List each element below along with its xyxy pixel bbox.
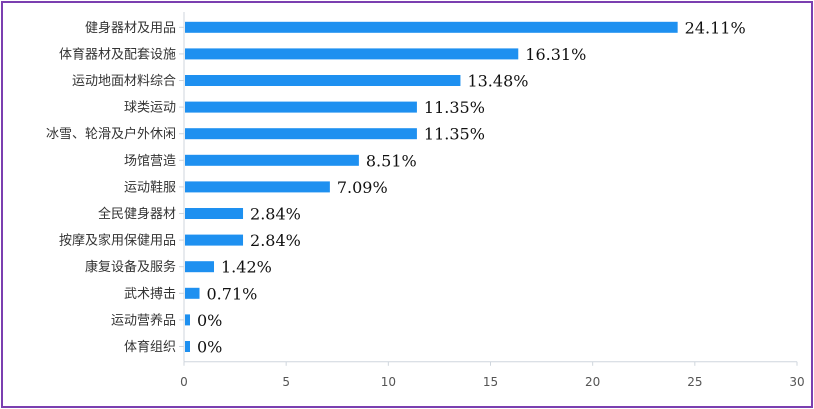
x-tick-label: 20 [585,375,600,389]
category-label: 运动地面材料综合 [72,74,176,89]
data-label: 0% [197,338,222,357]
data-label: 8.51% [366,151,417,170]
x-tick-label: 30 [789,375,804,389]
category-label: 体育组织 [124,339,176,355]
category-label: 按摩及家用保健用品 [59,233,176,249]
data-label: 24.11% [685,18,746,37]
bar [185,128,417,140]
category-label: 冰雪、轮滑及户外休闲 [46,126,176,142]
category-label: 武术搏击 [124,286,176,302]
data-label: 11.35% [424,98,485,117]
category-labels: 健身器材及用品体育器材及配套设施运动地面材料综合球类运动冰雪、轮滑及户外休闲场馆… [46,20,176,355]
category-label: 体育器材及配套设施 [59,46,176,62]
bar [185,208,244,219]
data-label: 1.42% [221,258,272,277]
bar [185,75,461,86]
bar [185,287,200,299]
x-tick-label: 15 [483,375,498,389]
bar [185,341,190,352]
x-tick-label: 0 [180,375,188,389]
bar [185,48,519,60]
data-label: 11.35% [424,125,485,144]
x-tick-label: 5 [282,375,290,389]
value-labels: 24.11% 16.31% 13.48% 11.35% 11.35% 8.51% 7.09%… [197,18,746,356]
bar [185,314,190,326]
data-label: 0% [197,311,222,330]
bars [185,21,678,352]
data-label: 16.31% [525,45,586,64]
data-label: 0.71% [207,284,258,303]
data-label: 7.09% [337,178,388,197]
data-label: 2.84% [250,205,301,224]
bar [185,234,244,246]
category-label: 运动营养品 [111,312,176,328]
category-label: 全民健身器材 [98,206,176,222]
bar [185,154,359,166]
data-label: 2.84% [250,231,301,250]
axes [179,12,798,366]
data-label: 13.48% [467,72,528,91]
category-label: 场馆营造 [124,154,176,169]
x-tick-label: 25 [687,375,702,389]
bar [185,101,417,113]
bar [185,21,678,33]
x-tick-labels: 0 5 10 15 20 25 30 [180,375,804,389]
category-label: 康复设备及服务 [85,259,176,275]
bar [185,261,215,273]
category-label: 球类运动 [124,101,176,116]
category-label: 运动鞋服 [124,179,176,195]
category-label: 健身器材及用品 [85,20,176,36]
x-tick-label: 10 [381,375,396,389]
bar [185,181,330,193]
